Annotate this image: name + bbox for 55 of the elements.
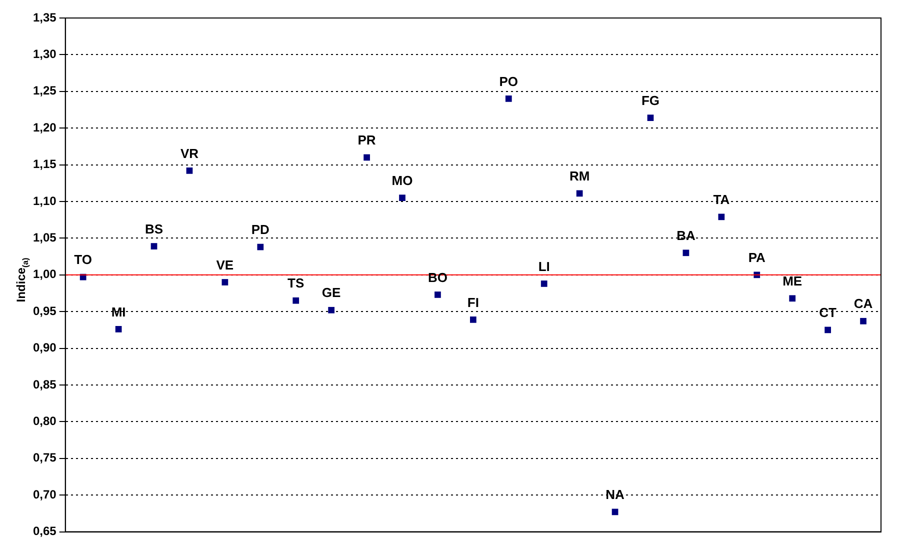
- point: [328, 306, 335, 314]
- y-tick-label: 1,30: [32, 47, 57, 62]
- x-tick-label: VR: [180, 146, 200, 161]
- y-tick-label: 0,80: [32, 414, 57, 428]
- point: [186, 167, 193, 174]
- y-tick-label: 1,35: [32, 10, 57, 24]
- point: [789, 295, 796, 302]
- x-tick-label: BA: [676, 228, 696, 243]
- y-tick-label: 0,75: [32, 450, 57, 465]
- point: [115, 326, 122, 332]
- x-tick-label: PA: [748, 250, 766, 265]
- x-tick-label: LI: [538, 258, 550, 274]
- point: [470, 316, 476, 323]
- x-tick-label: TO: [74, 252, 92, 268]
- y-tick-label: 0,95: [32, 304, 57, 318]
- x-tick-label: TS: [288, 276, 304, 291]
- point: [824, 326, 831, 334]
- point: [647, 114, 654, 122]
- x-tick-label: MI: [111, 304, 126, 320]
- y-tick-label: 1,10: [32, 194, 57, 208]
- x-tick-label: RM: [569, 168, 590, 184]
- y-tick-label: 0,85: [32, 377, 57, 392]
- x-tick-label: PR: [358, 132, 376, 148]
- y-tick-label: 1,05: [32, 230, 57, 245]
- point: [222, 279, 228, 286]
- y-tick-label: 0,90: [32, 340, 57, 355]
- x-tick-label: VE: [216, 257, 234, 272]
- y-tick-label: 1,25: [32, 84, 57, 98]
- point: [150, 243, 158, 250]
- point: [364, 154, 370, 161]
- y-tick-label: 0,65: [32, 524, 57, 538]
- point: [576, 190, 583, 197]
- point: [860, 318, 866, 324]
- x-tick-label: BS: [144, 221, 164, 236]
- x-tick-label: FG: [641, 92, 660, 108]
- point: [399, 194, 406, 202]
- point: [682, 250, 690, 256]
- y-tick-label: 1,20: [32, 120, 57, 134]
- point: [505, 96, 512, 102]
- x-tick-label: CA: [854, 296, 874, 312]
- point: [540, 280, 548, 287]
- x-tick-label: CT: [819, 305, 837, 320]
- x-tick-label: GE: [322, 285, 342, 300]
- point: [434, 292, 441, 298]
- point: [292, 297, 300, 304]
- x-tick-label: MO: [392, 172, 413, 188]
- point: [257, 244, 264, 250]
- x-tick-label: PO: [499, 74, 518, 89]
- y-tick-label: 1,15: [32, 157, 57, 172]
- y-tick-label: 1,00: [32, 267, 57, 282]
- y-tick-label: 0,70: [32, 487, 57, 502]
- x-tick-label: PD: [251, 222, 270, 238]
- x-tick-label: ME: [782, 273, 802, 288]
- x-tick-label: FI: [467, 294, 479, 310]
- point: [718, 214, 725, 220]
